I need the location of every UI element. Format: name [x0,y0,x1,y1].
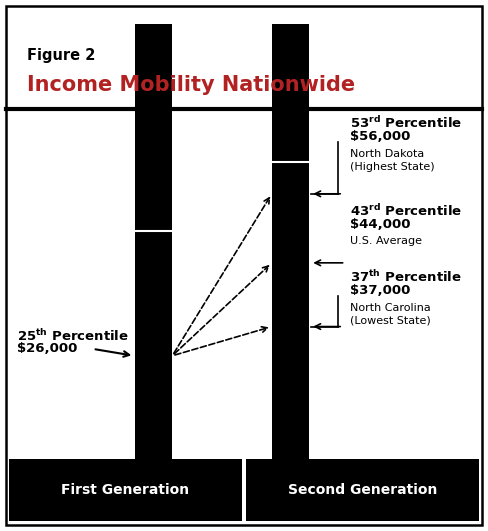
Bar [135,24,172,459]
Text: North Dakota: North Dakota [350,149,425,159]
Text: Income Mobility Nationwide: Income Mobility Nationwide [27,75,355,95]
Text: (Lowest State): (Lowest State) [350,316,431,326]
Text: $37,000: $37,000 [350,284,411,297]
Bar [272,24,309,459]
Text: $26,000: $26,000 [17,342,78,355]
Text: $44,000: $44,000 [350,218,411,230]
Text: $56,000: $56,000 [350,130,411,143]
Text: 25$\mathregular{^{th}}$ Percentile: 25$\mathregular{^{th}}$ Percentile [17,328,129,344]
Text: Figure 2: Figure 2 [27,48,95,63]
Text: Second Generation: Second Generation [288,483,438,498]
Text: 43$\mathregular{^{rd}}$ Percentile: 43$\mathregular{^{rd}}$ Percentile [350,203,463,219]
Text: 37$\mathregular{^{th}}$ Percentile: 37$\mathregular{^{th}}$ Percentile [350,269,462,285]
Text: (Highest State): (Highest State) [350,162,435,172]
Text: 53$\mathregular{^{rd}}$ Percentile: 53$\mathregular{^{rd}}$ Percentile [350,115,463,131]
Bar [246,459,479,521]
Text: U.S. Average: U.S. Average [350,236,423,246]
Bar [9,459,242,521]
Text: North Carolina: North Carolina [350,303,431,313]
Text: First Generation: First Generation [61,483,189,498]
